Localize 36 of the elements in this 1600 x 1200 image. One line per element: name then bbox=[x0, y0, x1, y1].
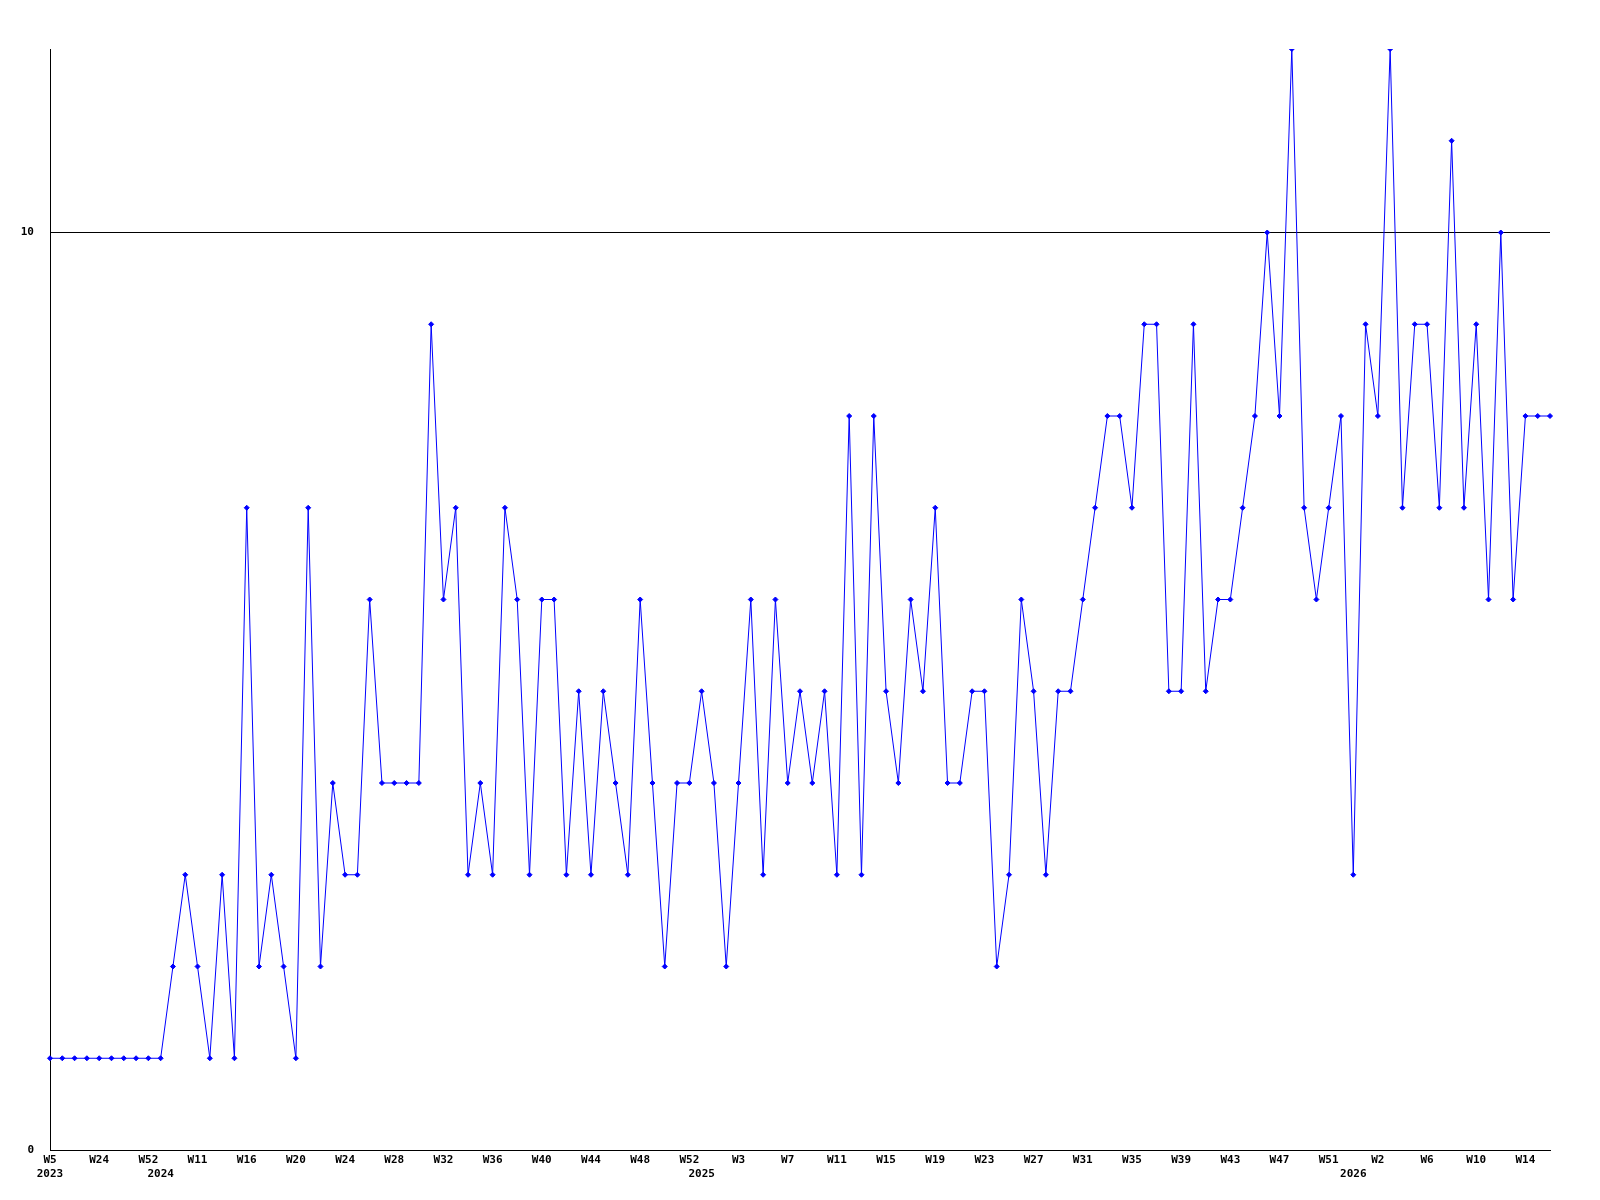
x-tick-label: W27 bbox=[1023, 1153, 1044, 1167]
x-tick-label: W47 bbox=[1269, 1153, 1290, 1167]
x-tick-label: W16 bbox=[236, 1153, 258, 1167]
x-tick-label: W51 bbox=[1318, 1153, 1339, 1167]
x-tick-label: W14 bbox=[1515, 1153, 1536, 1167]
x-tick-label: W32 bbox=[433, 1153, 454, 1167]
x-tick-label: W52 bbox=[138, 1153, 159, 1167]
x-tick-label: W19 bbox=[925, 1153, 946, 1167]
x-tick-label: W36 bbox=[482, 1153, 503, 1167]
x-tick-label: W20 bbox=[285, 1153, 306, 1167]
x-tick-label: W40 bbox=[531, 1153, 552, 1167]
x-tick-label: W11 bbox=[187, 1153, 208, 1167]
x-tick-label: W28 bbox=[384, 1153, 405, 1167]
x-tick-label: W35 bbox=[1122, 1153, 1142, 1167]
x-tick-label: W44 bbox=[581, 1153, 602, 1167]
x-tick-label: W31 bbox=[1072, 1153, 1094, 1167]
x-tick-label: W24 bbox=[89, 1153, 110, 1167]
x-tick-label: W6 bbox=[1420, 1153, 1435, 1167]
x-tick-label: W15 bbox=[876, 1153, 896, 1167]
x-tick-label: W10 bbox=[1466, 1153, 1487, 1167]
x-tick-label: 2024 bbox=[147, 1166, 175, 1180]
x-tick-label: W52 bbox=[679, 1153, 700, 1167]
y-tick-label: 10 bbox=[20, 225, 34, 239]
x-tick-label: W23 bbox=[974, 1153, 995, 1167]
x-tick-label: W5 2023 bbox=[36, 1153, 64, 1180]
x-tick-label: 2025 bbox=[688, 1166, 715, 1180]
x-tick-label: W3 bbox=[731, 1153, 746, 1167]
x-tick-label: W11 bbox=[826, 1153, 848, 1167]
y-tick-label: 0 bbox=[27, 1142, 34, 1156]
x-tick-label: W43 bbox=[1220, 1153, 1241, 1167]
x-tick-label: W48 bbox=[630, 1153, 651, 1167]
x-tick-label: W39 bbox=[1171, 1153, 1192, 1167]
x-tick-label: W24 bbox=[335, 1153, 356, 1167]
x-tick-label: 2026 bbox=[1340, 1166, 1367, 1180]
x-tick-label: W7 bbox=[781, 1153, 795, 1167]
x-tick-label: W2 bbox=[1371, 1153, 1385, 1167]
